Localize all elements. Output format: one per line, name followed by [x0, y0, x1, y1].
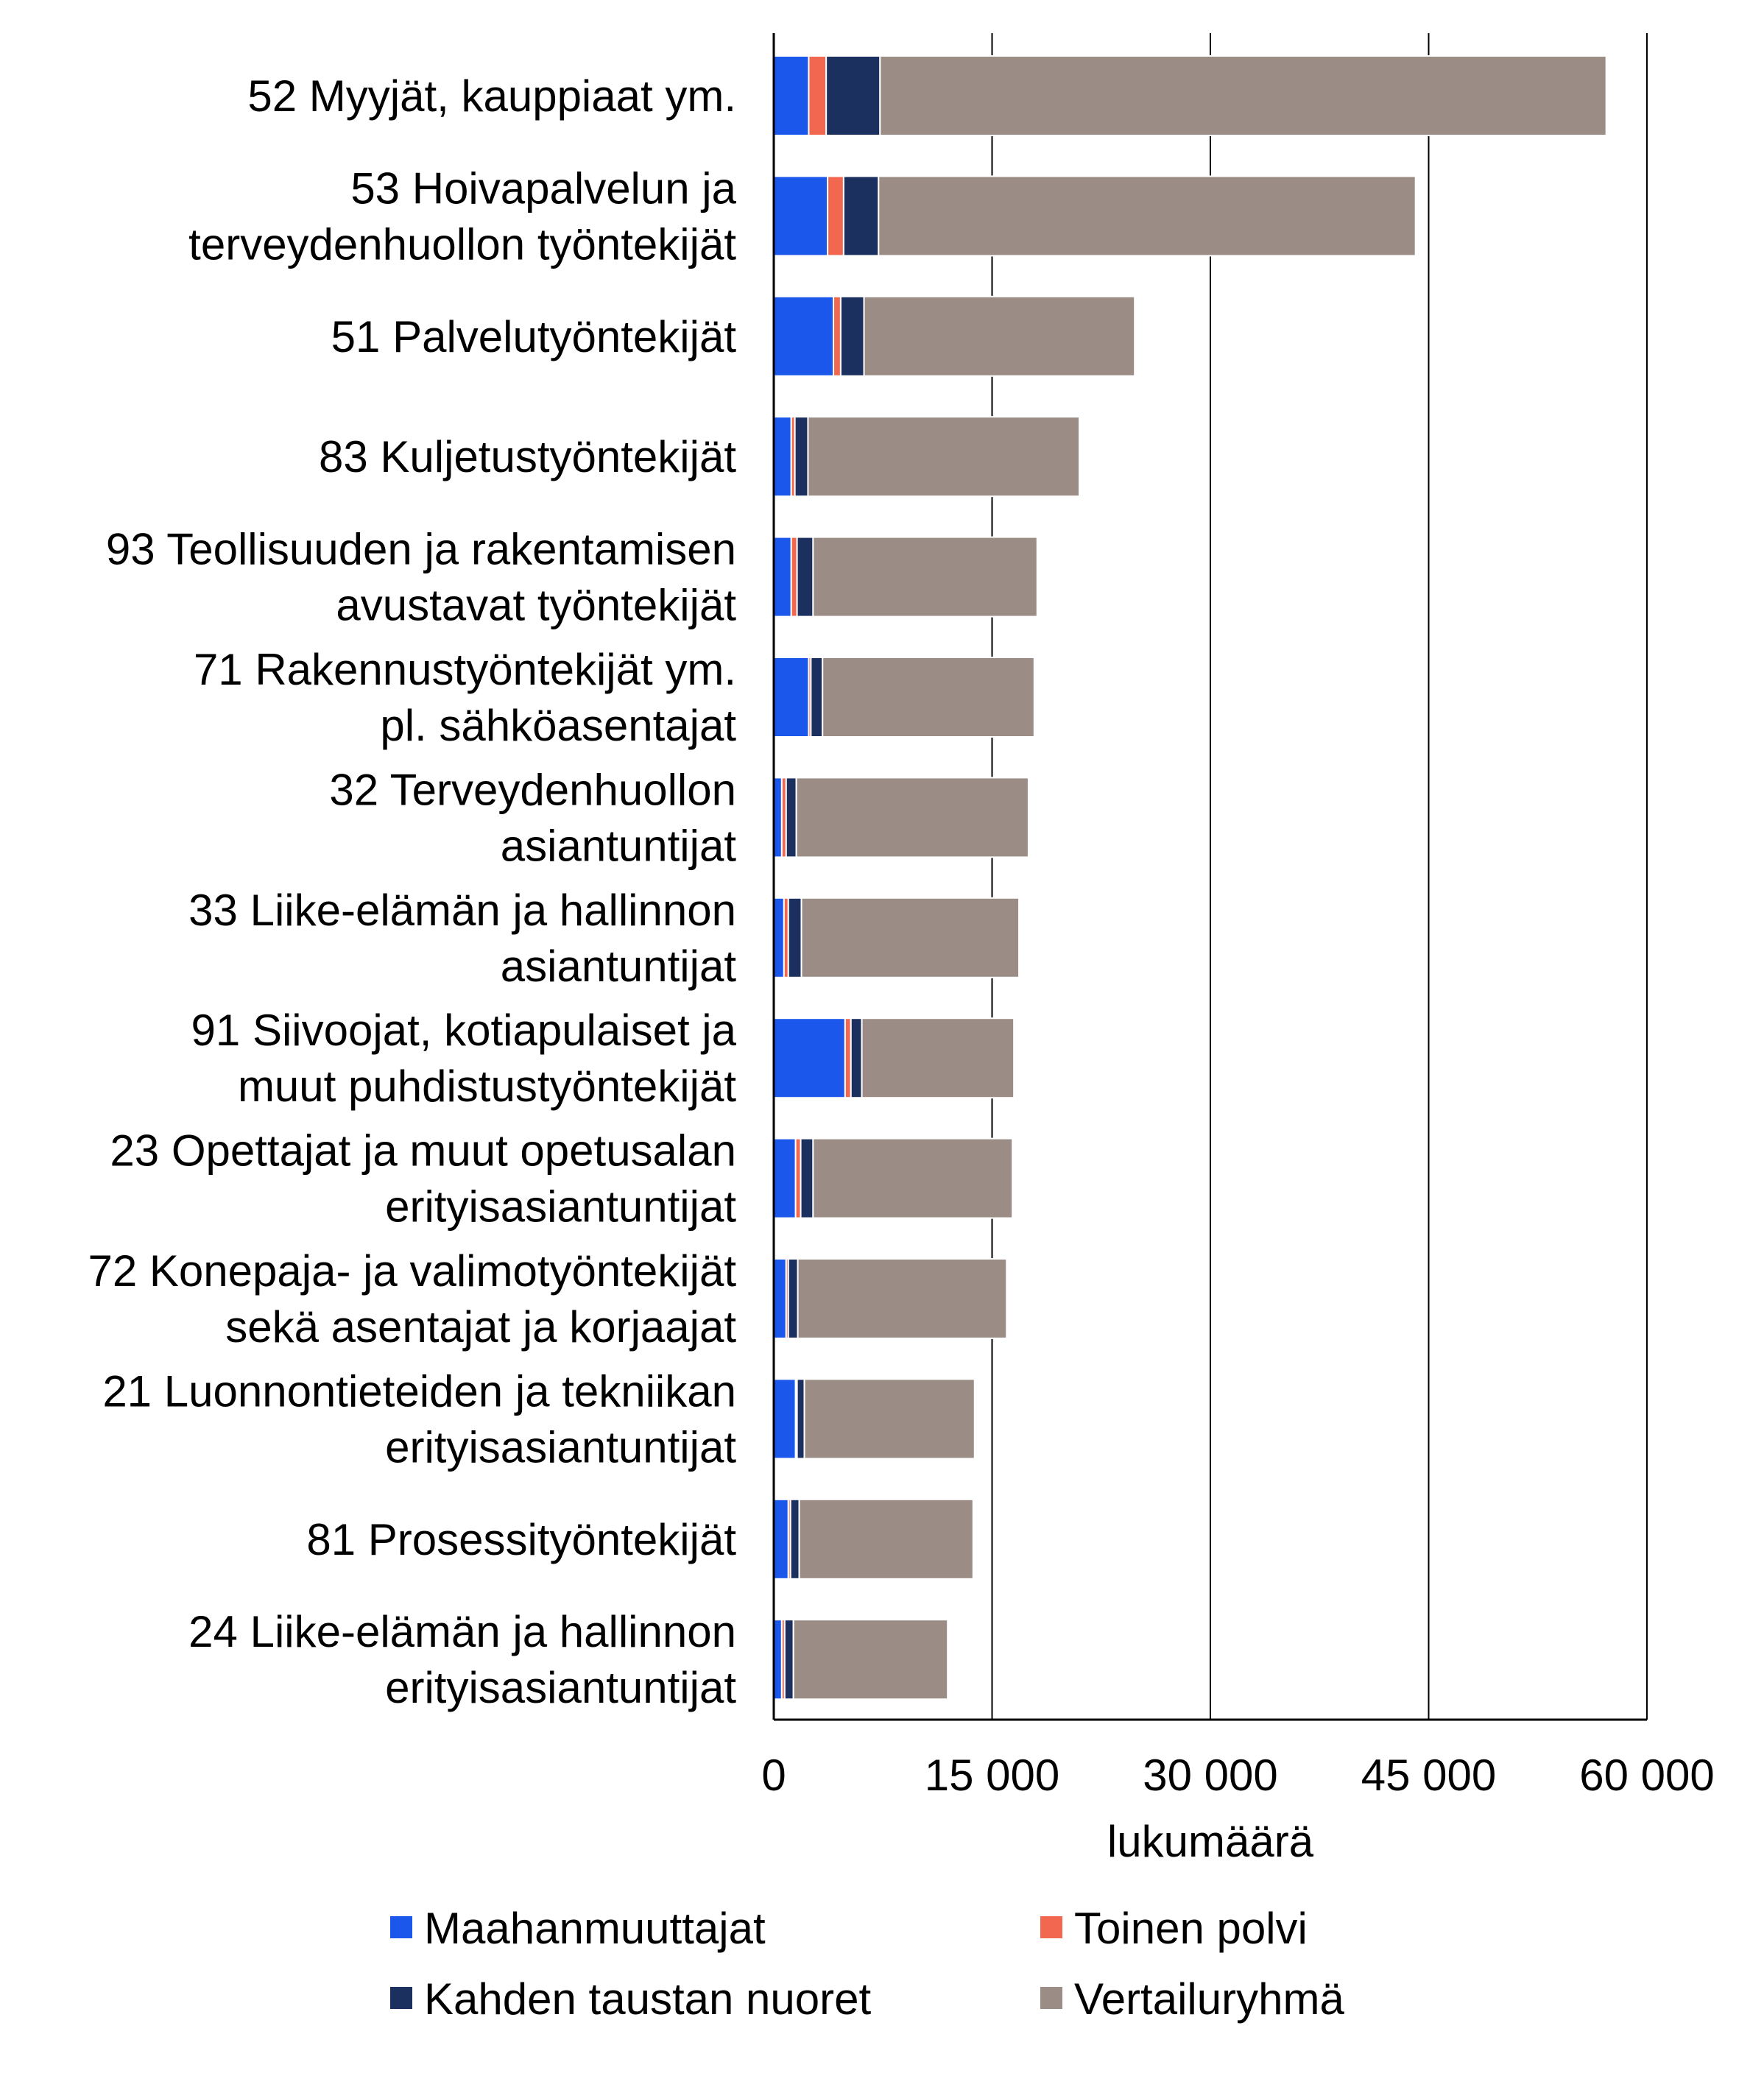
- x-tick-label: 15 000: [925, 1751, 1060, 1800]
- category-label: erityisasiantuntijat: [385, 1663, 736, 1712]
- bar-segment-kahden-taustan-nuoret: [796, 1378, 805, 1460]
- category-label: asiantuntijat: [501, 942, 737, 991]
- x-tick-label: 45 000: [1361, 1751, 1497, 1800]
- bar-segment-vertailuryhm-: [800, 897, 1020, 978]
- bar-segment-vertailuryhm-: [812, 1137, 1014, 1219]
- category-label: 33 Liike-elämän ja hallinnon: [188, 886, 736, 935]
- category-label: asiantuntijat: [501, 821, 737, 870]
- category-label: 71 Rakennustyöntekijät ym.: [194, 645, 736, 694]
- bar-segment-vertailuryhm-: [798, 1498, 974, 1580]
- bar-segment-maahanmuuttajat: [773, 1258, 787, 1339]
- category-label: 52 Myyjät, kauppiaat ym.: [247, 71, 736, 121]
- legend-swatch: [1040, 1916, 1062, 1938]
- legend-swatch: [1040, 1987, 1062, 2009]
- legend-swatch: [390, 1916, 412, 1938]
- bar-segment-toinen-polvi: [794, 1137, 802, 1219]
- bar-segment-maahanmuuttajat: [773, 536, 792, 618]
- bar-segment-kahden-taustan-nuoret: [825, 55, 881, 136]
- bar-segment-toinen-polvi: [790, 536, 798, 618]
- bar-segment-maahanmuuttajat: [773, 897, 785, 978]
- bar-segment-vertailuryhm-: [879, 55, 1607, 136]
- x-axis-title: lukumäärä: [1107, 1817, 1314, 1866]
- bar-segment-kahden-taustan-nuoret: [839, 295, 865, 377]
- bar-segment-vertailuryhm-: [803, 1378, 976, 1460]
- category-label: 81 Prosessityöntekijät: [306, 1515, 736, 1564]
- bar-segment-maahanmuuttajat: [773, 1017, 846, 1099]
- category-label: 91 Siivoojat, kotiapulaiset ja: [191, 1006, 737, 1055]
- bar-segment-kahden-taustan-nuoret: [787, 897, 802, 978]
- bar-segment-maahanmuuttajat: [773, 1498, 789, 1580]
- bar-segment-vertailuryhm-: [792, 1619, 949, 1701]
- category-label: erityisasiantuntijat: [385, 1422, 736, 1472]
- bar-segment-maahanmuuttajat: [773, 55, 810, 136]
- x-tick-label: 30 000: [1143, 1751, 1278, 1800]
- category-label: 23 Opettajat ja muut opetusalan: [110, 1126, 736, 1176]
- category-label: terveydenhuollon työntekijät: [188, 219, 736, 269]
- bar-segment-vertailuryhm-: [795, 777, 1029, 858]
- bar-segment-kahden-taustan-nuoret: [810, 657, 824, 738]
- bar-segment-kahden-taustan-nuoret: [785, 777, 797, 858]
- bar-segment-maahanmuuttajat: [773, 295, 835, 377]
- bar-segment-toinen-polvi: [833, 295, 842, 377]
- category-label: sekä asentajat ja korjaajat: [225, 1302, 736, 1352]
- legend-label: Toinen polvi: [1074, 1904, 1308, 1953]
- bar-segment-vertailuryhm-: [812, 536, 1038, 618]
- bar-segment-maahanmuuttajat: [773, 777, 783, 858]
- category-label: 51 Palvelutyöntekijät: [331, 312, 737, 361]
- bar-segment-toinen-polvi: [808, 55, 828, 136]
- bar-segment-vertailuryhm-: [861, 1017, 1015, 1099]
- bar-segment-maahanmuuttajat: [773, 1137, 797, 1219]
- legend-label: Kahden taustan nuoret: [424, 1974, 871, 2024]
- bar-segment-toinen-polvi: [844, 1017, 852, 1099]
- category-label: avustavat työntekijät: [336, 581, 736, 630]
- bar-segment-vertailuryhm-: [807, 416, 1081, 498]
- category-label: 83 Kuljetustyöntekijät: [319, 432, 736, 481]
- bar-segment-kahden-taustan-nuoret: [789, 1498, 800, 1580]
- bar-segment-kahden-taustan-nuoret: [794, 416, 809, 498]
- bar-segment-vertailuryhm-: [878, 175, 1417, 257]
- legend-label: Maahanmuuttajat: [424, 1904, 766, 1953]
- category-label: 72 Konepaja- ja valimotyöntekijät: [88, 1246, 736, 1296]
- category-label: 53 Hoivapalvelun ja: [350, 163, 736, 213]
- category-label: muut puhdistustyöntekijät: [238, 1062, 736, 1111]
- bar-segment-maahanmuuttajat: [773, 175, 829, 257]
- bar-segment-kahden-taustan-nuoret: [787, 1258, 799, 1339]
- bar-segment-maahanmuuttajat: [773, 657, 810, 738]
- category-label: 24 Liike-elämän ja hallinnon: [188, 1607, 736, 1656]
- legend-label: Vertailuryhmä: [1074, 1974, 1344, 2024]
- legend-swatch: [390, 1987, 412, 2009]
- x-tick-label: 0: [761, 1751, 786, 1800]
- bar-segment-kahden-taustan-nuoret: [800, 1137, 814, 1219]
- category-label: pl. sähköasentajat: [380, 701, 736, 750]
- bar-segment-kahden-taustan-nuoret: [842, 175, 880, 257]
- bar-segment-kahden-taustan-nuoret: [850, 1017, 863, 1099]
- bar-segment-kahden-taustan-nuoret: [796, 536, 814, 618]
- category-label: erityisasiantuntijat: [385, 1182, 736, 1232]
- bar-segment-vertailuryhm-: [797, 1258, 1008, 1339]
- category-label: 21 Luonnontieteiden ja tekniikan: [102, 1366, 736, 1416]
- category-label: 32 Terveydenhuollon: [329, 765, 736, 814]
- bar-segment-vertailuryhm-: [863, 295, 1136, 377]
- category-label: 93 Teollisuuden ja rakentamisen: [106, 525, 736, 574]
- bar-segment-maahanmuuttajat: [773, 416, 792, 498]
- bar-segment-maahanmuuttajat: [773, 1619, 783, 1701]
- x-tick-label: 60 000: [1579, 1751, 1715, 1800]
- bar-segment-maahanmuuttajat: [773, 1378, 797, 1460]
- bar-segment-kahden-taustan-nuoret: [783, 1619, 794, 1701]
- bar-segment-vertailuryhm-: [822, 657, 1035, 738]
- bar-segment-toinen-polvi: [827, 175, 844, 257]
